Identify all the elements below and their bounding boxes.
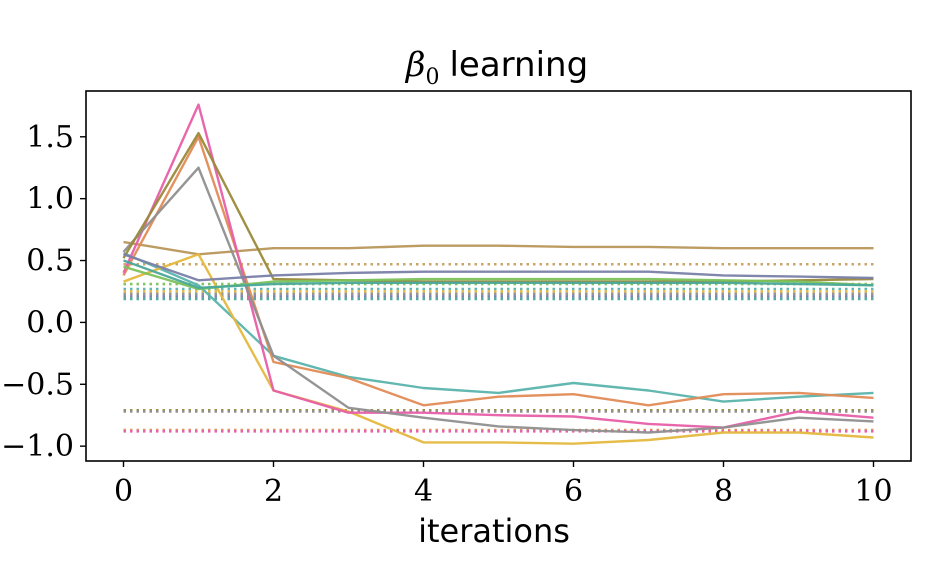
chart-title: β0 learning	[404, 45, 588, 90]
series-line-5	[122, 166, 874, 434]
x-tick-label: 2	[264, 474, 283, 509]
series-lines	[122, 103, 874, 445]
x-tick-label: 0	[114, 474, 133, 509]
title-subscript: 0	[425, 65, 439, 90]
series-line-7	[123, 253, 874, 282]
y-tick-label: −1.0	[1, 429, 74, 464]
series-line-4	[122, 103, 874, 429]
series-line-9	[123, 259, 874, 289]
x-tick-label: 10	[854, 474, 892, 509]
x-tick-label: 4	[414, 474, 433, 509]
x-tick-label: 6	[564, 474, 583, 509]
y-tick-label: 1.0	[26, 182, 74, 217]
title-symbol: β	[404, 45, 426, 85]
series-line-1	[123, 251, 874, 403]
y-tick-label: 1.5	[26, 120, 74, 155]
y-tick-label: 0.5	[26, 244, 74, 279]
x-tick-label: 8	[714, 474, 733, 509]
title-text: learning	[449, 45, 588, 85]
reference-lines	[123, 262, 874, 433]
y-axis: −1.0 −0.5 0.0 0.5 1.0 1.5	[1, 120, 86, 464]
x-axis-label: iterations	[418, 512, 570, 550]
y-tick-label: −0.5	[1, 367, 74, 402]
series-line-0	[123, 240, 874, 256]
series-line-3	[123, 253, 874, 445]
series-line-2	[122, 135, 874, 407]
y-tick-label: 0.0	[26, 305, 74, 340]
plot-frame	[85, 90, 912, 462]
x-axis: 0 2 4 6 8 10	[114, 461, 893, 509]
